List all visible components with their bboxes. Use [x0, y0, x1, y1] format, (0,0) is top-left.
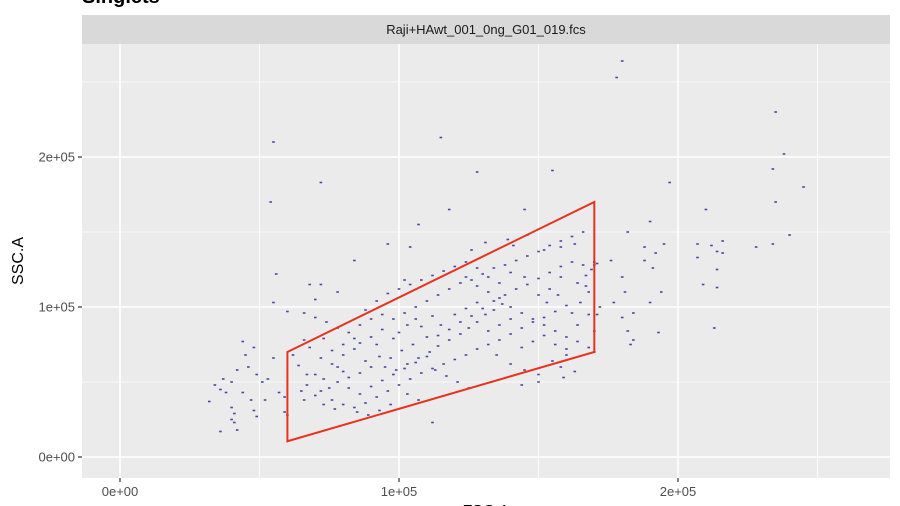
y-tick-label: 1e+05 [38, 300, 75, 315]
x-axis-title: FSC.A [462, 503, 509, 506]
y-tick-label: 0e+00 [38, 450, 75, 465]
x-tick-label: 2e+05 [660, 484, 697, 499]
x-axis-ticks: 0e+00 1e+05 2e+05 [102, 478, 697, 499]
facet-label: Raji+HAwt_001_0ng_G01_019.fcs [386, 22, 586, 37]
facet-strip: Raji+HAwt_001_0ng_G01_019.fcs [82, 15, 890, 44]
panel-background [82, 44, 890, 478]
y-axis-ticks: 0e+00 1e+05 2e+05 [38, 150, 82, 465]
y-axis-title: SSC.A [10, 237, 27, 285]
chart-title: Singlets [82, 0, 160, 9]
minor-gridlines [82, 44, 890, 478]
major-gridlines [82, 44, 890, 478]
singlets-gate[interactable] [286, 200, 596, 443]
data-points [207, 60, 805, 433]
x-tick-label: 0e+00 [102, 484, 139, 499]
y-tick-label: 2e+05 [38, 150, 75, 165]
x-tick-label: 1e+05 [381, 484, 418, 499]
